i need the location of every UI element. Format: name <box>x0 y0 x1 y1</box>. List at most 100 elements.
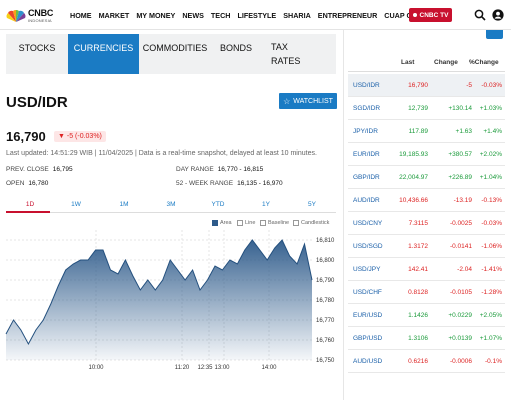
table-row[interactable]: EUR/USD 1.1426 +0.0229 +2.05% <box>348 304 505 327</box>
row-symbol[interactable]: GBP/IDR <box>353 174 380 181</box>
search-icon[interactable] <box>474 9 486 21</box>
row-pct: +1.4% <box>483 128 502 135</box>
x-axis: 10:00 11:20 12:35 13:00 14:00 <box>88 365 277 371</box>
row-pct: +1.04% <box>479 174 502 181</box>
chart-type-label: Candlestick <box>301 220 330 226</box>
range-1m[interactable]: 1M <box>119 201 129 208</box>
logo-text: CNBC <box>28 7 54 18</box>
week52-range: 52 - WEEK RANGE 16,135 - 16,970 <box>176 180 283 187</box>
chart-type-area[interactable]: Area <box>212 220 232 226</box>
row-pct: -1.28% <box>481 289 502 296</box>
nav-home[interactable]: HOME <box>70 10 92 20</box>
user-icon[interactable] <box>492 9 504 21</box>
scroll-up-button[interactable] <box>486 30 503 39</box>
table-row[interactable]: USD/IDR 16,790 -5 -0.03% <box>348 74 505 97</box>
open-label: OPEN <box>6 180 25 187</box>
table-row[interactable]: USD/SGD 1.3172 -0.0141 -1.06% <box>348 235 505 258</box>
row-symbol[interactable]: EUR/USD <box>353 312 383 319</box>
row-symbol[interactable]: USD/CHF <box>353 289 382 296</box>
y-tick-label: 16,780 <box>316 298 335 304</box>
chart-type-baseline[interactable]: Baseline <box>260 220 289 226</box>
row-symbol[interactable]: USD/CNY <box>353 220 383 227</box>
row-change: -2.04 <box>457 266 472 273</box>
row-change: +380.57 <box>448 151 472 158</box>
col-last: Last <box>401 59 415 66</box>
x-tick-label: 13:00 <box>214 365 230 371</box>
chart-type-label: Line <box>245 220 256 226</box>
nav-sharia[interactable]: SHARIA <box>283 10 311 20</box>
nav-tech[interactable]: TECH <box>210 10 231 20</box>
range-1d[interactable]: 1D <box>25 201 35 208</box>
watchlist-button[interactable]: ☆ WATCHLIST <box>279 93 337 109</box>
range-1w[interactable]: 1W <box>71 201 81 208</box>
chart-type-candlestick[interactable]: Candlestick <box>293 220 329 226</box>
nav-my-money[interactable]: MY MONEY <box>136 10 176 20</box>
row-pct: -1.41% <box>481 266 502 273</box>
row-symbol[interactable]: AUD/USD <box>353 358 383 365</box>
row-pct: -0.03% <box>481 82 502 89</box>
row-symbol[interactable]: USD/IDR <box>353 82 380 89</box>
row-last: 7.3115 <box>408 220 428 227</box>
nav-lifestyle[interactable]: LIFESTYLE <box>237 10 277 20</box>
table-row[interactable]: USD/CHF 0.8128 -0.0105 -1.28% <box>348 281 505 304</box>
checkbox-icon <box>237 220 243 226</box>
tab-stocks[interactable]: STOCKS <box>18 43 56 53</box>
table-row[interactable]: AUD/IDR 10,436.66 -13.19 -0.13% <box>348 189 505 212</box>
pair-title: USD/IDR <box>6 94 68 111</box>
row-symbol[interactable]: JPY/IDR <box>353 128 378 135</box>
week52-value: 16,135 - 16,970 <box>237 180 283 187</box>
table-row[interactable]: USD/CNY 7.3115 -0.0025 -0.03% <box>348 212 505 235</box>
live-dot-icon <box>412 13 417 17</box>
row-pct: +1.03% <box>479 105 502 112</box>
checkbox-icon <box>293 220 299 226</box>
row-pct: +2.05% <box>479 312 502 319</box>
range-ytd[interactable]: YTD <box>211 201 225 208</box>
day-range: DAY RANGE 16,770 - 16,815 <box>176 166 263 173</box>
row-pct: -0.03% <box>481 220 502 227</box>
last-updated: Last updated: 14:51:29 WIB | 11/04/2025 … <box>6 150 317 157</box>
nav-market[interactable]: MARKET <box>98 10 130 20</box>
row-change: -0.0141 <box>449 243 472 250</box>
row-symbol[interactable]: SGD/IDR <box>353 105 381 112</box>
row-last: 10,436.66 <box>399 197 428 204</box>
down-arrow-icon: ▼ <box>58 133 67 140</box>
table-row[interactable]: SGD/IDR 12,739 +130.14 +1.03% <box>348 97 505 120</box>
table-row[interactable]: GBP/USD 1.3106 +0.0139 +1.07% <box>348 327 505 350</box>
row-symbol[interactable]: EUR/IDR <box>353 151 380 158</box>
row-symbol[interactable]: GBP/USD <box>353 335 383 342</box>
cnbc-tv-button[interactable]: CNBC TV <box>409 8 452 22</box>
chart-type-line[interactable]: Line <box>237 220 255 226</box>
price-chart[interactable]: 16,810 16,800 16,790 16,780 16,770 16,760 16,7… <box>0 228 340 378</box>
change-badge: ▼ -5 (-0.03%) <box>54 131 106 142</box>
tab-commodities[interactable]: COMMODITIES <box>142 43 208 53</box>
day-range-label: DAY RANGE <box>176 166 214 173</box>
row-change: +1.63 <box>455 128 472 135</box>
range-3m[interactable]: 3M <box>166 201 176 208</box>
row-pct: -0.1% <box>485 358 502 365</box>
nav-entrepreneur[interactable]: ENTREPRENEUR <box>317 10 378 20</box>
row-symbol[interactable]: USD/JPY <box>353 266 381 273</box>
row-change: +0.0229 <box>448 312 472 319</box>
tab-currencies[interactable]: CURRENCIES <box>68 34 139 74</box>
row-last: 0.6216 <box>408 358 428 365</box>
table-row[interactable]: EUR/IDR 19,185.93 +380.57 +2.02% <box>348 143 505 166</box>
cnbc-logo[interactable]: CNBC INDONESIA <box>6 6 62 26</box>
row-symbol[interactable]: AUD/IDR <box>353 197 380 204</box>
current-price: 16,790 <box>6 129 46 144</box>
prev-close-value: 16,795 <box>52 166 73 173</box>
range-1y[interactable]: 1Y <box>262 201 270 208</box>
nav-news[interactable]: NEWS <box>182 10 204 20</box>
table-row[interactable]: GBP/IDR 22,004.97 +226.89 +1.04% <box>348 166 505 189</box>
row-pct: -1.06% <box>481 243 502 250</box>
row-symbol[interactable]: USD/SGD <box>353 243 383 250</box>
col-change: Change <box>434 59 458 66</box>
table-row[interactable]: JPY/IDR 117.89 +1.63 +1.4% <box>348 120 505 143</box>
x-tick-label: 12:35 <box>197 365 213 371</box>
row-pct: +1.07% <box>479 335 502 342</box>
tab-tax-rates[interactable]: TAX RATES <box>271 42 301 66</box>
tab-bonds[interactable]: BONDS <box>219 43 252 53</box>
price-line <box>5 239 313 346</box>
range-5y[interactable]: 5Y <box>308 201 316 208</box>
table-row[interactable]: USD/JPY 142.41 -2.04 -1.41% <box>348 258 505 281</box>
table-row[interactable]: AUD/USD 0.6216 -0.0006 -0.1% <box>348 350 505 373</box>
